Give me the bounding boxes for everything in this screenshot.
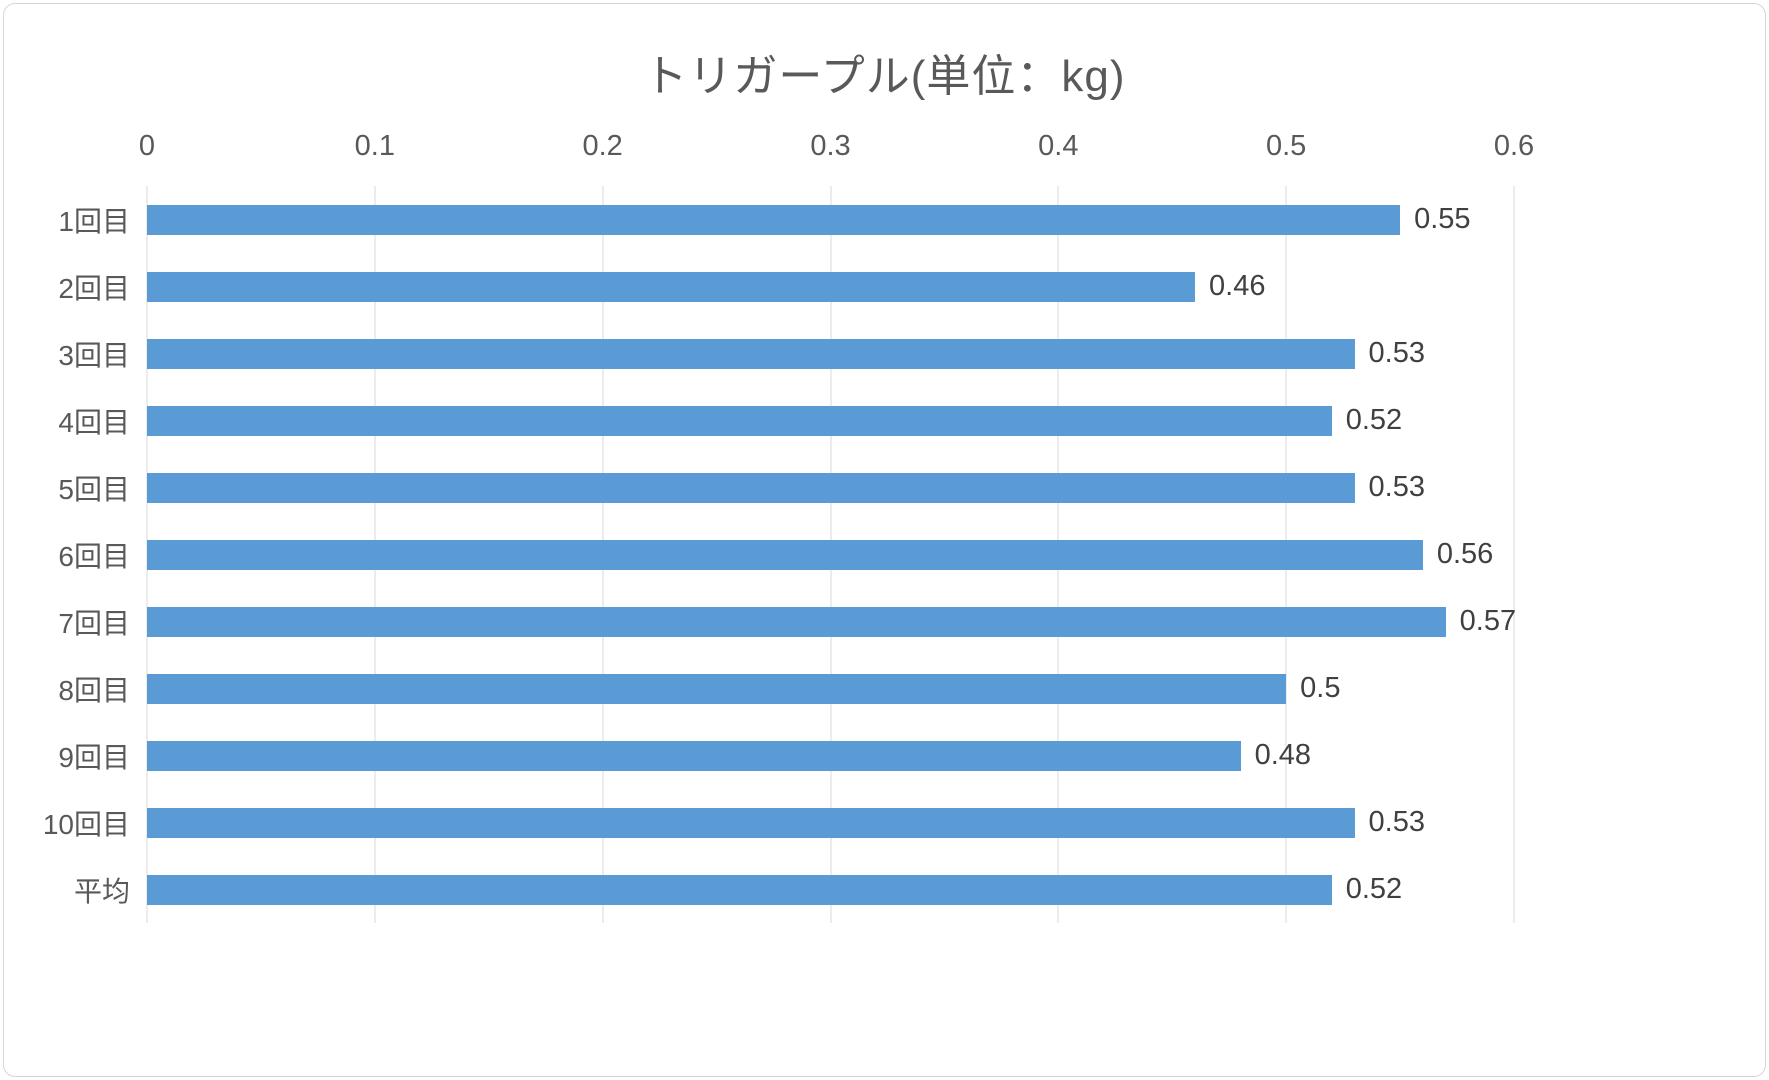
chart-title: トリガープル(単位：kg) [643, 52, 1126, 101]
bar-value-label: 0.53 [1368, 337, 1425, 369]
bar-value-label: 0.57 [1459, 605, 1517, 637]
category-label: 8回目 [58, 674, 130, 706]
axis-tick-label: 0 [138, 130, 156, 162]
category-label: 6回目 [58, 540, 130, 572]
bar-row: 0.55 [147, 186, 1514, 253]
axis-tick-label: 0.6 [1493, 130, 1535, 162]
category-label: 1回目 [58, 205, 130, 237]
bar-value-label: 0.52 [1345, 873, 1403, 905]
axis-tick-label: 0.5 [1265, 130, 1307, 162]
bar-row: 0.53 [147, 320, 1514, 387]
bar [147, 807, 1355, 838]
bar-row: 0.46 [147, 253, 1514, 320]
bar-row: 0.53 [147, 789, 1514, 856]
bar-rows: 0.55 0.46 0.53 0.52 0.53 0.56 0.57 0.5 0.48 0.53 0… [147, 186, 1517, 923]
bar [147, 874, 1332, 905]
axis-tick-label: 0.1 [354, 130, 395, 162]
bar [147, 740, 1241, 771]
bar-value-label: 0.53 [1368, 471, 1425, 503]
bar-row: 0.5 [147, 655, 1514, 722]
bar-row: 0.48 [147, 722, 1514, 789]
bar [147, 338, 1355, 369]
bar [147, 606, 1446, 637]
bar-row: 0.52 [147, 387, 1514, 454]
category-label: 3回目 [58, 339, 130, 371]
bar-value-label: 0.46 [1209, 270, 1266, 302]
bar [147, 472, 1355, 503]
x-axis: 0 0.1 0.2 0.3 0.4 0.5 0.6 [139, 130, 1534, 168]
axis-tick-label: 0.4 [1038, 130, 1079, 162]
category-label: 9回目 [58, 741, 130, 773]
plot-area: 0.55 0.46 0.53 0.52 0.53 0.56 0.57 0.5 0.48 0.53 0… [146, 186, 1517, 923]
bar-value-label: 0.5 [1300, 672, 1341, 704]
bar-value-label: 0.55 [1414, 203, 1471, 235]
chart-frame: トリガープル(単位：kg) 0 0.1 0.2 0.3 0.4 0.5 0.6 1回目 2回目… [3, 3, 1766, 1077]
axis-tick-label: 0.2 [582, 130, 623, 162]
bar-value-label: 0.56 [1436, 538, 1494, 570]
y-axis-category-labels: 1回目 2回目 3回目 4回目 5回目 6回目 7回目 8回目 9回目 10回目平均 [4, 186, 130, 923]
bar-row: 0.57 [147, 588, 1517, 655]
bar-value-label: 0.48 [1254, 739, 1312, 771]
category-label: 平均 [73, 875, 130, 907]
category-label: 10回目 [42, 808, 130, 840]
bar-row: 0.53 [147, 454, 1514, 521]
category-label: 5回目 [58, 473, 130, 505]
bar [147, 405, 1332, 436]
category-label: 7回目 [58, 607, 130, 639]
bar [147, 271, 1196, 302]
bar [147, 539, 1423, 570]
bar-value-label: 0.53 [1368, 806, 1425, 838]
bar-value-label: 0.52 [1345, 404, 1403, 436]
bar [147, 204, 1401, 235]
bar-row: 0.52 [147, 856, 1514, 923]
axis-tick-label: 0.3 [810, 130, 851, 162]
bar [147, 673, 1287, 704]
bar-row: 0.56 [147, 521, 1514, 588]
category-label: 4回目 [58, 406, 130, 438]
category-label: 2回目 [58, 272, 130, 304]
